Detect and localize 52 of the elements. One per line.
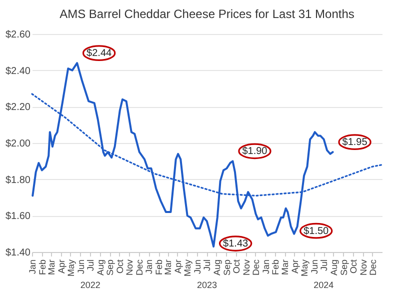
x-tick-label: Jan <box>260 260 271 274</box>
x-tick-label: Dec <box>134 259 144 276</box>
x-tick-label: Jun <box>76 260 86 274</box>
x-tick-label: Dec <box>250 259 261 276</box>
x-tick-label: May <box>66 259 76 277</box>
x-tick-label: Feb <box>270 260 281 276</box>
x-tick-label: Oct <box>348 259 358 274</box>
x-tick-label: Oct <box>231 259 242 274</box>
x-tick-label: Aug <box>328 260 339 276</box>
x-tick-label: Jul <box>85 260 96 272</box>
y-tick-label: $2.60 <box>5 30 31 40</box>
y-tick-label: $1.80 <box>5 174 31 186</box>
annotation: $1.43 <box>223 238 248 250</box>
x-tick-label: May <box>300 259 310 277</box>
annotation: $1.90 <box>242 146 268 158</box>
text: 2022 <box>80 280 100 290</box>
x-tick-label: Oct <box>114 259 125 274</box>
x-tick-label: Apr <box>290 260 300 274</box>
annotation: $2.44 <box>86 48 112 60</box>
annotation: $1.50 <box>304 226 330 237</box>
x-tick-label: Mar <box>46 260 56 275</box>
x-tick-label: Jan <box>28 260 38 274</box>
x-tick-label: Feb <box>37 260 48 276</box>
y-tick-label: $2.00 <box>5 138 31 150</box>
y-tick-label: $2.20 <box>5 102 31 114</box>
annotation: $1.95 <box>342 137 368 148</box>
text: 2023 <box>196 280 218 290</box>
x-tick-label: May <box>182 259 193 277</box>
x-tick-label: Apr <box>172 260 183 274</box>
x-tick-label: Dec <box>368 259 378 276</box>
x-tick-label: Aug <box>212 260 222 276</box>
x-tick-label: Jul <box>202 260 212 272</box>
x-tick-label: Nov <box>124 259 135 276</box>
y-tick-label: $2.40 <box>5 66 31 77</box>
x-tick-label: Nov <box>241 259 252 276</box>
chart-title: AMS Barrel Cheddar Cheese Prices for Last 31 Months <box>60 7 354 21</box>
x-tick-label: Mar <box>280 260 290 275</box>
x-tick-label: Feb <box>154 260 164 276</box>
text: 2024 <box>314 280 334 290</box>
y-tick-label: $1.40 <box>5 248 31 258</box>
x-tick-label: Sep <box>105 260 116 276</box>
x-tick-label: Jan <box>144 260 154 274</box>
x-tick-label: Apr <box>56 260 66 274</box>
x-tick-label: Aug <box>95 260 106 276</box>
x-tick-label: Mar <box>163 260 174 275</box>
x-tick-label: Sep <box>222 260 232 276</box>
x-tick-label: Sep <box>338 260 349 276</box>
x-tick-label: Nov <box>358 259 368 276</box>
x-tick-label: Jun <box>192 260 202 274</box>
x-tick-label: Jun <box>309 260 320 274</box>
y-tick-label: $1.60 <box>5 211 31 222</box>
x-tick-label: Jul <box>319 260 330 272</box>
